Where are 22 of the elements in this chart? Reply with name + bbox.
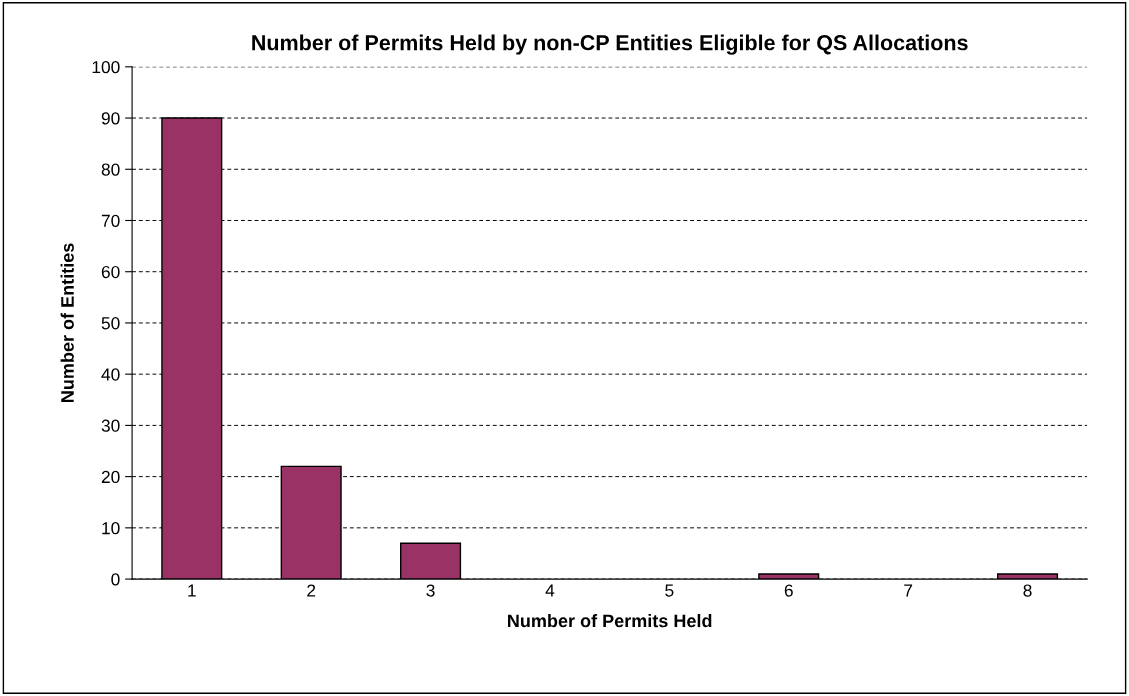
y-tick-label: 80 [101, 163, 120, 176]
y-tick-label: 60 [101, 265, 120, 279]
y-tick-label: 10 [102, 522, 120, 535]
x-tick-label: 1 [188, 584, 196, 597]
x-tick-label: 5 [665, 584, 674, 597]
y-tick-label: 100 [92, 60, 120, 74]
y-tick-label: 30 [101, 419, 120, 432]
y-tick-label: 40 [101, 368, 120, 381]
x-tick-label: 8 [1023, 584, 1032, 597]
y-tick-label: 20 [101, 470, 120, 484]
y-axis-title: Number of Entities [60, 243, 74, 402]
x-tick-label: 6 [784, 584, 793, 597]
x-tick-label: 7 [904, 584, 913, 597]
y-tick-label: 50 [101, 317, 120, 330]
chart-title: Number of Permits Held by non-CP Entities Eligible for QS Allocations [252, 34, 968, 55]
y-tick-label: 90 [101, 112, 120, 125]
x-tick-label: 4 [545, 584, 555, 597]
x-tick-label: 2 [307, 584, 316, 597]
y-tick-label: 70 [101, 214, 120, 227]
x-tick-label: 3 [426, 584, 435, 597]
x-axis-title: Number of Permits Held [508, 614, 712, 628]
y-tick-label: 0 [111, 573, 120, 586]
